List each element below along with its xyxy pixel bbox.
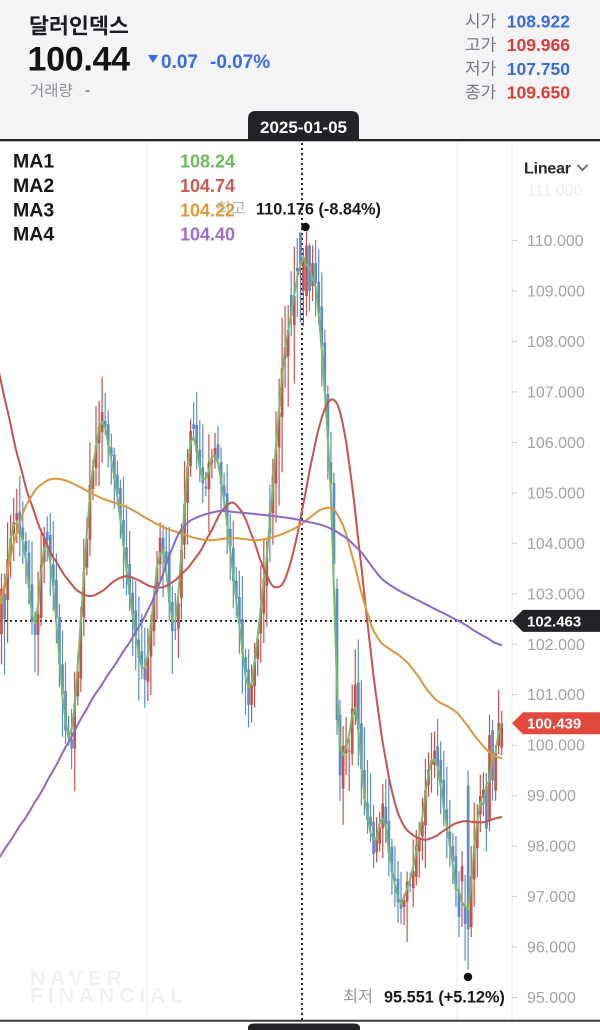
svg-text:106.000: 106.000 [527, 435, 585, 452]
svg-text:110.176 (-8.84%): 110.176 (-8.84%) [256, 201, 381, 219]
svg-text:-0.07%: -0.07% [210, 52, 270, 73]
svg-text:95.000: 95.000 [527, 990, 576, 1007]
svg-text:102.463: 102.463 [527, 613, 581, 630]
svg-text:104.000: 104.000 [527, 536, 585, 553]
svg-text:MA1: MA1 [13, 151, 54, 173]
svg-text:109.966: 109.966 [507, 35, 571, 55]
svg-text:MA3: MA3 [13, 199, 54, 221]
svg-text:108.24: 108.24 [180, 152, 235, 172]
svg-text:Linear: Linear [524, 161, 571, 178]
svg-text:102.000: 102.000 [527, 637, 585, 654]
svg-text:101.000: 101.000 [527, 687, 585, 704]
svg-text:97.000: 97.000 [527, 889, 576, 906]
svg-text:NAVER: NAVER [30, 967, 127, 990]
svg-text:104.22: 104.22 [180, 200, 235, 220]
svg-text:95.551 (+5.12%): 95.551 (+5.12%) [384, 989, 505, 1007]
svg-text:96.000: 96.000 [527, 940, 576, 957]
svg-text:107.000: 107.000 [527, 384, 585, 401]
svg-text:104.74: 104.74 [180, 176, 235, 196]
svg-text:104.40: 104.40 [180, 225, 235, 245]
svg-text:100.44: 100.44 [28, 41, 131, 79]
svg-text:FINANCIAL: FINANCIAL [30, 985, 188, 1008]
svg-text:0.07: 0.07 [161, 52, 198, 73]
svg-text:98.000: 98.000 [527, 839, 576, 856]
svg-text:MA4: MA4 [13, 224, 54, 246]
svg-text:111.000: 111.000 [527, 183, 583, 200]
svg-text:109.650: 109.650 [507, 83, 571, 103]
svg-text:103.000: 103.000 [527, 586, 585, 603]
svg-text:109.000: 109.000 [527, 284, 585, 301]
svg-text:107.750: 107.750 [507, 59, 571, 79]
svg-text:100.439: 100.439 [527, 716, 581, 733]
svg-text:108.922: 108.922 [507, 12, 571, 32]
svg-text:MA2: MA2 [13, 175, 54, 197]
svg-text:-: - [85, 82, 90, 99]
svg-text:100.000: 100.000 [527, 738, 585, 755]
svg-text:99.000: 99.000 [527, 788, 576, 805]
svg-text:105.000: 105.000 [527, 485, 585, 502]
svg-text:110.000: 110.000 [527, 233, 584, 250]
svg-text:108.000: 108.000 [527, 334, 585, 351]
svg-text:2025-01-05: 2025-01-05 [260, 118, 347, 137]
